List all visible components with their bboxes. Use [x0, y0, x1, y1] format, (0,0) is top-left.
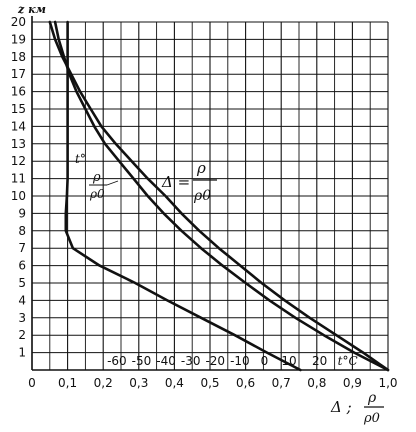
- x-tick-label: 0,1: [58, 376, 77, 390]
- y-tick-label: 19: [11, 32, 26, 46]
- y-tick-label: 3: [18, 311, 26, 325]
- annotation-delta: Δ = ρ ρ0: [161, 159, 217, 204]
- x-tick-label: 0,3: [129, 376, 148, 390]
- temp-tick-label: -50: [132, 354, 152, 368]
- x-tick-label: 0,9: [343, 376, 362, 390]
- temp-tick-label: -30: [181, 354, 201, 368]
- temp-tick-label: 20: [312, 354, 327, 368]
- temp-tick-label: -60: [107, 354, 127, 368]
- curve-1: [53, 20, 390, 372]
- temp-tick-label: 0: [261, 354, 269, 368]
- y-tick-label: 1: [18, 346, 26, 360]
- y-tick-label: 9: [18, 206, 26, 220]
- x-tick-label: 0,6: [236, 376, 255, 390]
- curves: [48, 20, 390, 372]
- y-tick-label: 18: [11, 50, 26, 64]
- x-axis-label-den: ρ0: [363, 411, 380, 426]
- x-axis-label: Δ ; ρ ρ0: [330, 390, 384, 426]
- annotation-t-label: t°: [75, 152, 86, 166]
- y-tick-label: 6: [18, 259, 26, 273]
- y-tick-label: 2: [18, 328, 26, 342]
- x-tick-label: 0: [28, 376, 36, 390]
- temp-unit-label: t°C: [338, 354, 358, 368]
- annotation-rho: ρ ρ0: [89, 170, 119, 201]
- temp-tick-label: -40: [156, 354, 176, 368]
- y-tick-label: 12: [11, 154, 26, 168]
- y-axis-label: z км: [17, 3, 46, 16]
- annotation-delta-label: Δ =: [161, 173, 190, 191]
- x-tick-label: 0,5: [200, 376, 219, 390]
- y-tick-label: 4: [18, 293, 26, 307]
- x-tick-label: 0,2: [94, 376, 113, 390]
- annotation-rho-num: ρ: [92, 170, 101, 185]
- annotation-rho-den: ρ0: [89, 187, 105, 201]
- y-tick-label: 11: [11, 172, 26, 186]
- annotation-rho-leader: [106, 180, 119, 186]
- curve-0: [64, 20, 302, 372]
- x-tick-label: 0,7: [272, 376, 291, 390]
- y-tick-label: 16: [11, 85, 26, 99]
- y-tick-label: 14: [11, 119, 26, 133]
- x-tick-label: 0,8: [307, 376, 326, 390]
- y-tick-label: 13: [11, 137, 26, 151]
- y-tick-label: 17: [11, 67, 26, 81]
- x-axis-label-num: ρ: [367, 390, 377, 406]
- temp-tick-label: 10: [281, 354, 296, 368]
- y-tick-label: 20: [11, 15, 26, 29]
- grid-lines: [31, 16, 389, 371]
- x-tick-label: 1,0: [378, 376, 397, 390]
- temp-tick-label: -10: [230, 354, 250, 368]
- y-tick-label: 10: [11, 189, 26, 203]
- y-tick-label: 5: [18, 276, 26, 290]
- y-tick-label: 7: [18, 241, 26, 255]
- annotation-t: t°: [75, 152, 86, 166]
- curve-2: [48, 20, 390, 372]
- x-axis-label-delta: Δ ;: [330, 398, 352, 416]
- temp-tick-label: -20: [205, 354, 225, 368]
- y-tick-label: 8: [18, 224, 26, 238]
- annotation-delta-num: ρ: [196, 159, 206, 177]
- y-tick-label: 15: [11, 102, 26, 116]
- x-tick-label: 0,4: [165, 376, 184, 390]
- annotation-delta-den: ρ0: [193, 188, 211, 204]
